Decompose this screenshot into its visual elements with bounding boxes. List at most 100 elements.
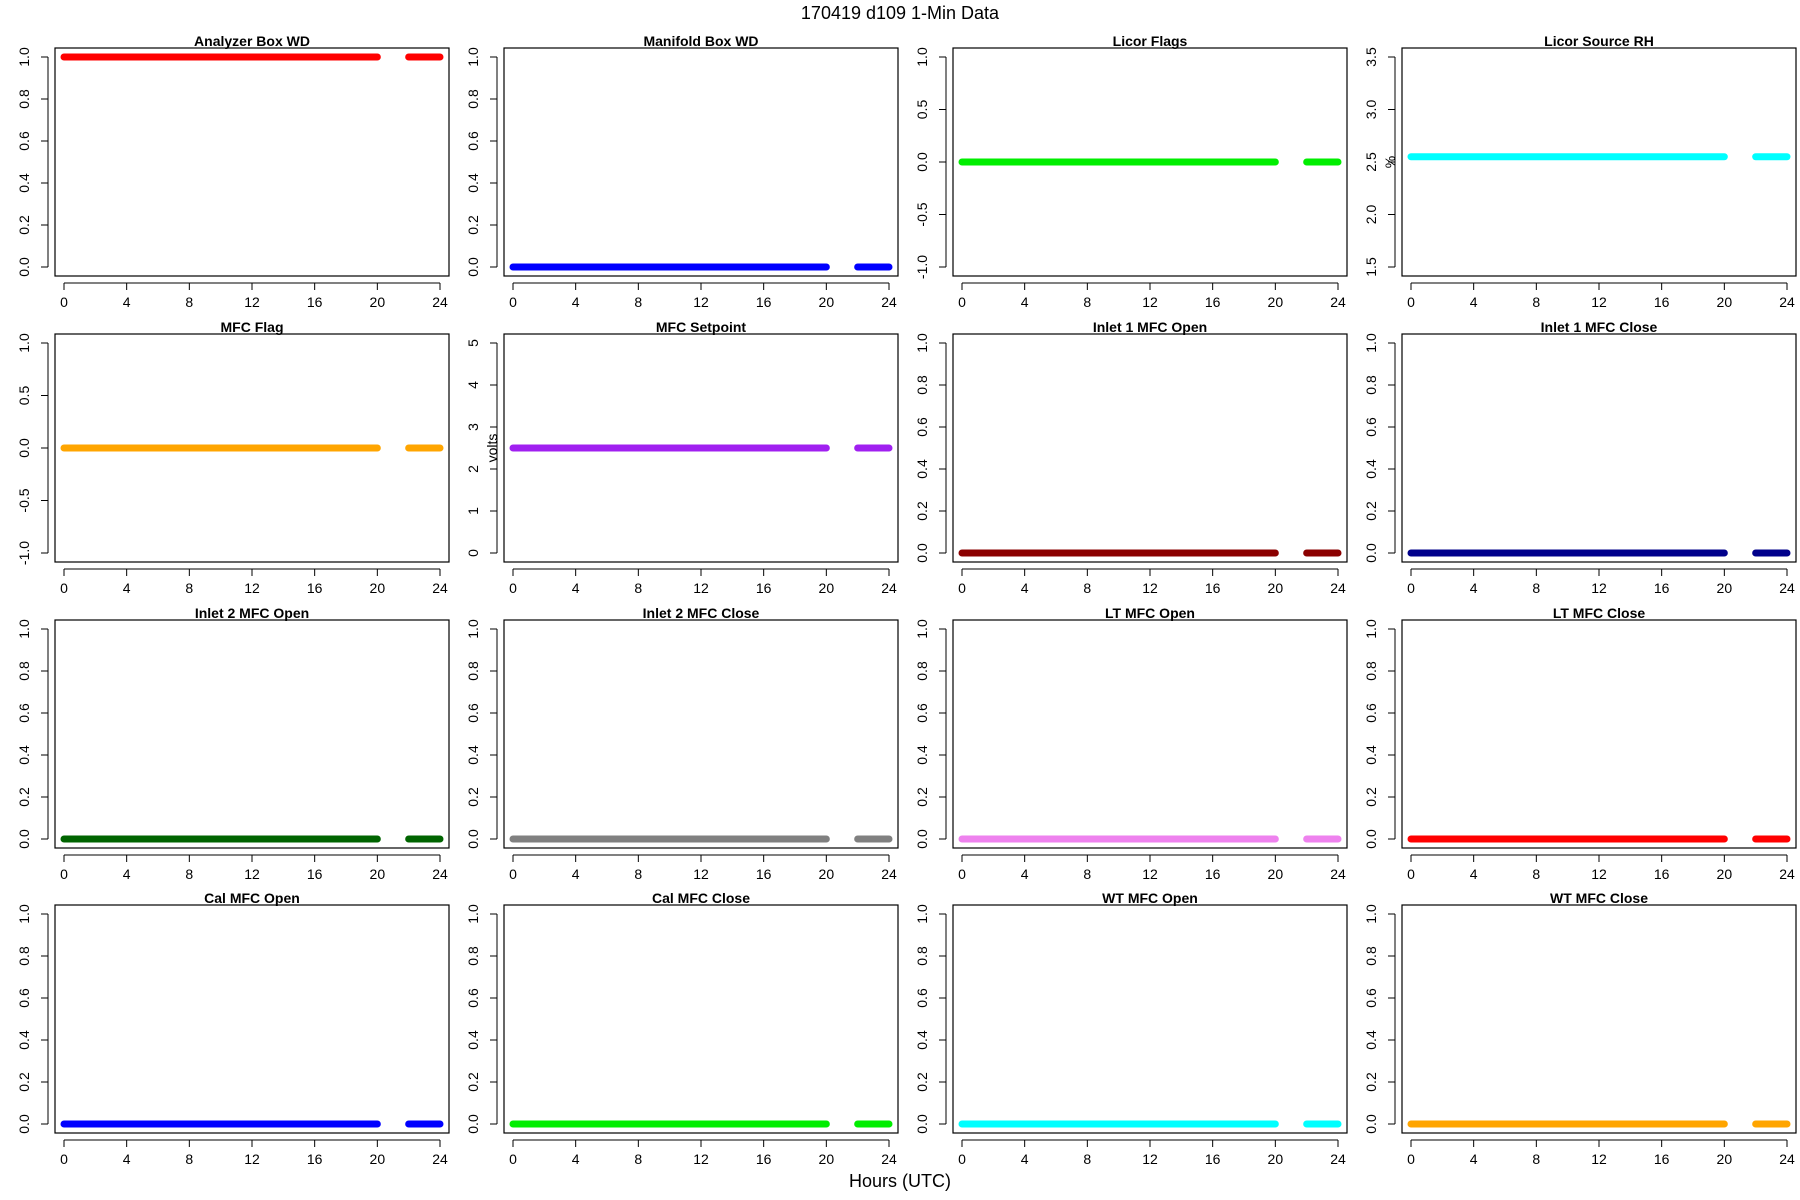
x-tick-label: 20: [1268, 866, 1284, 882]
chart-panel: WT MFC Close 0 4 8 12 16 20 24 0.0 0.2 0.4 0.6 0.8 1.…: [1363, 890, 1797, 1167]
y-tick-label: 0.8: [465, 661, 481, 681]
x-tick-label: 16: [756, 580, 772, 596]
y-tick-label: 0.6: [1363, 417, 1379, 437]
y-tick-label: 0.0: [1363, 1114, 1379, 1134]
x-tick-label: 8: [1083, 294, 1091, 310]
chart-panel: LT MFC Open 0 4 8 12 16 20 24 0.0 0.2 0.4 0.6 0.8 1.0: [914, 605, 1348, 882]
x-tick-label: 24: [1330, 294, 1346, 310]
y-tick-label: 0.6: [914, 417, 930, 437]
x-tick-label: 20: [370, 580, 386, 596]
y-tick-label: 0.8: [465, 946, 481, 966]
y-tick-label: 1.0: [914, 619, 930, 639]
figure-xlabel: Hours (UTC): [849, 1171, 951, 1191]
y-tick-label: 0.4: [465, 1030, 481, 1050]
x-tick-label: 24: [1779, 580, 1795, 596]
y-tick-label: 2.5: [1363, 152, 1379, 172]
x-tick-label: 4: [1021, 866, 1029, 882]
y-tick-label: 0.0: [914, 152, 930, 172]
x-tick-label: 0: [509, 1151, 517, 1167]
panel-title: MFC Flag: [221, 319, 284, 335]
y-tick-label: -0.5: [914, 202, 930, 226]
y-tick-label: 0.8: [1363, 375, 1379, 395]
panel-title: Analyzer Box WD: [194, 33, 310, 49]
y-tick-label: 0.0: [1363, 543, 1379, 563]
y-tick-label: 0.5: [16, 386, 32, 406]
y-tick-label: 1.0: [1363, 333, 1379, 353]
x-tick-label: 16: [307, 294, 323, 310]
x-tick-label: 4: [1021, 580, 1029, 596]
x-tick-label: 16: [1205, 1151, 1221, 1167]
y-tick-label: 2: [465, 465, 481, 473]
y-tick-label: 1.0: [914, 904, 930, 924]
x-tick-label: 12: [244, 294, 260, 310]
x-tick-label: 20: [1268, 1151, 1284, 1167]
x-tick-label: 24: [881, 580, 897, 596]
x-tick-label: 12: [1142, 580, 1158, 596]
y-tick-label: 0.2: [914, 787, 930, 807]
panel-title: Inlet 1 MFC Close: [1541, 319, 1658, 335]
y-tick-label: 0.8: [914, 375, 930, 395]
chart-panel: Cal MFC Open 0 4 8 12 16 20 24 0.0 0.2 0.4 0.6 0.8 1.…: [16, 890, 450, 1167]
chart-panel: LT MFC Close 0 4 8 12 16 20 24 0.0 0.2 0.4 0.6 0.8 1.…: [1363, 605, 1797, 882]
x-tick-label: 16: [1654, 866, 1670, 882]
y-tick-label: 0.0: [465, 1114, 481, 1134]
x-tick-label: 20: [819, 866, 835, 882]
x-tick-label: 8: [634, 866, 642, 882]
y-tick-label: 0.4: [16, 745, 32, 765]
x-tick-label: 20: [370, 1151, 386, 1167]
y-tick-label: 3.5: [1363, 47, 1379, 67]
x-tick-label: 20: [370, 294, 386, 310]
y-tick-label: 0.4: [1363, 745, 1379, 765]
y-tick-label: 1.0: [914, 333, 930, 353]
plot-frame: [1401, 904, 1797, 1134]
panel-title: Inlet 2 MFC Close: [643, 605, 760, 621]
y-tick-label: 0.2: [1363, 501, 1379, 521]
figure-title: 170419 d109 1-Min Data: [801, 3, 1000, 23]
y-tick-label: 0.2: [914, 501, 930, 521]
x-tick-label: 12: [1142, 294, 1158, 310]
x-tick-label: 0: [1407, 866, 1415, 882]
x-tick-label: 8: [185, 294, 193, 310]
plot-frame: [54, 619, 450, 849]
y-tick-label: 1.0: [465, 904, 481, 924]
x-tick-label: 12: [1142, 866, 1158, 882]
y-tick-label: 0.4: [16, 173, 32, 193]
panel-title: Inlet 1 MFC Open: [1093, 319, 1207, 335]
y-tick-label: 0.0: [914, 1114, 930, 1134]
x-tick-label: 0: [60, 1151, 68, 1167]
y-tick-label: 0.2: [1363, 787, 1379, 807]
x-tick-label: 0: [1407, 294, 1415, 310]
x-tick-label: 16: [1205, 294, 1221, 310]
y-tick-label: 0.8: [16, 89, 32, 109]
x-tick-label: 4: [572, 1151, 580, 1167]
y-tick-label: 0.0: [465, 829, 481, 849]
chart-panel: Inlet 2 MFC Close 0 4 8 12 16 20 24 0.0 0.2 0.4 0.6…: [465, 605, 899, 882]
x-tick-label: 4: [123, 294, 131, 310]
panel-title: LT MFC Close: [1553, 605, 1646, 621]
x-tick-label: 24: [1330, 580, 1346, 596]
x-tick-label: 16: [1654, 294, 1670, 310]
y-tick-label: 1.0: [16, 904, 32, 924]
chart-panel: Inlet 1 MFC Close 0 4 8 12 16 20 24 0.0 0.2 0.4 0.6…: [1363, 319, 1797, 596]
y-tick-label: 0.4: [1363, 1030, 1379, 1050]
plot-frame: [952, 333, 1348, 563]
y-tick-label: -0.5: [16, 488, 32, 512]
chart-panels: Analyzer Box WD0 4 8 12 16 20 240.00.20.40.60.…: [16, 33, 1797, 1167]
plot-frame: [54, 47, 450, 277]
y-tick-label: -1.0: [16, 541, 32, 565]
x-tick-label: 20: [1717, 866, 1733, 882]
plot-frame: [952, 619, 1348, 849]
x-tick-label: 4: [1021, 1151, 1029, 1167]
y-tick-label: 0.6: [1363, 703, 1379, 723]
y-tick-label: 4: [465, 381, 481, 389]
y-tick-label: 1.0: [16, 619, 32, 639]
y-tick-label: 0.5: [914, 100, 930, 120]
chart-panel: Cal MFC Close 0 4 8 12 16 20 24 0.0 0.2 0.4 0.6 0.8 1…: [465, 890, 899, 1167]
y-tick-label: 0.2: [16, 215, 32, 235]
panel-title: Cal MFC Open: [204, 890, 300, 906]
x-tick-label: 8: [634, 294, 642, 310]
x-tick-label: 0: [509, 294, 517, 310]
x-tick-label: 8: [185, 866, 193, 882]
y-tick-label: 0.6: [1363, 988, 1379, 1008]
plot-frame: [952, 904, 1348, 1134]
